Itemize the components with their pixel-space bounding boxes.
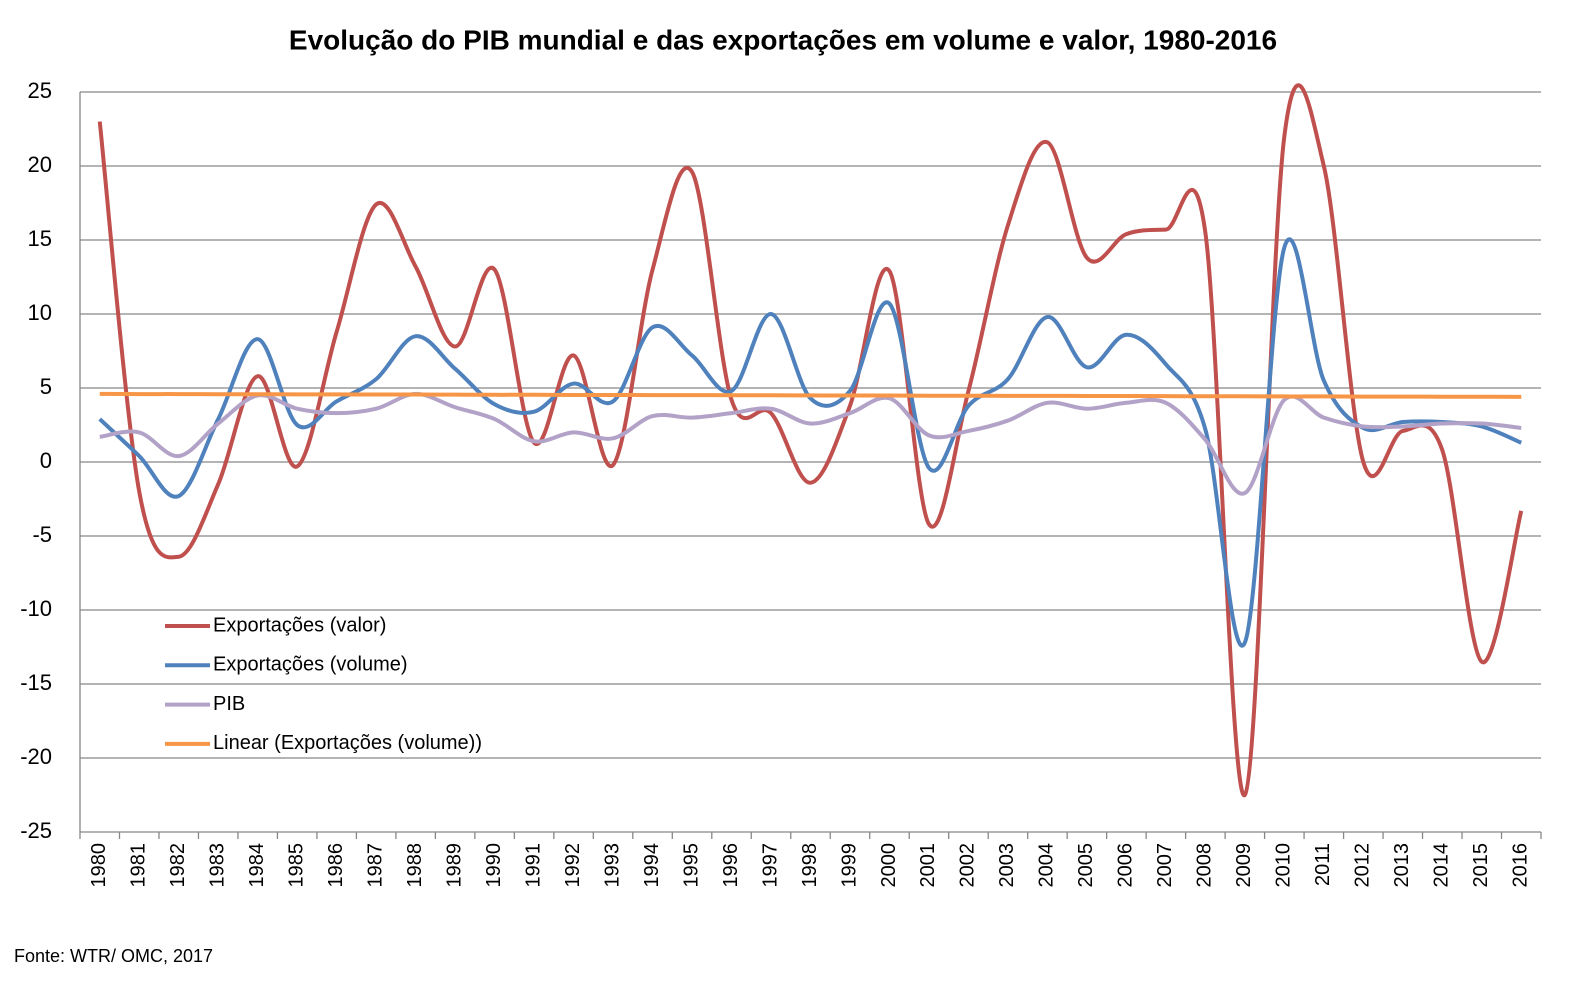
x-tick-label: 2001: [917, 843, 939, 888]
x-tick-label: 1998: [799, 843, 821, 888]
series-line: [99, 391, 1522, 399]
x-tick-label: 1982: [167, 843, 189, 888]
x-tick-label: 1981: [128, 843, 150, 888]
y-tick-label: 15: [28, 226, 52, 251]
legend-label: Linear (Exportações (volume)): [213, 732, 482, 754]
y-tick-label: 0: [40, 448, 52, 473]
y-tick-label: 10: [28, 300, 52, 325]
y-tick-label: -10: [20, 596, 52, 621]
y-tick-label: -5: [32, 522, 52, 547]
y-tick-label: -15: [20, 670, 52, 695]
x-tick-label: 1993: [601, 843, 623, 888]
y-tick-label: 25: [28, 78, 52, 103]
x-tick-label: 2000: [878, 843, 900, 888]
x-tick-label: 2015: [1470, 843, 1492, 888]
x-tick-label: 1988: [404, 843, 426, 888]
y-tick-label: -20: [20, 744, 52, 769]
x-tick-label: 1992: [562, 843, 584, 888]
y-tick-label: -25: [20, 818, 52, 843]
x-tick-label: 2007: [1154, 843, 1176, 888]
x-tick-label: 1986: [325, 843, 347, 888]
x-tick-label: 2013: [1391, 843, 1413, 888]
x-tick-label: 2005: [1075, 843, 1097, 888]
x-tick-label: 2014: [1431, 843, 1453, 888]
x-tick-label: 2016: [1510, 843, 1532, 888]
x-tick-label: 1984: [246, 843, 268, 888]
x-tick-label: 1983: [206, 843, 228, 888]
series-line: [99, 391, 1522, 496]
x-tick-label: 2002: [957, 843, 979, 888]
x-tick-label: 1990: [483, 843, 505, 888]
x-tick-label: 1996: [720, 843, 742, 888]
y-tick-label: 20: [28, 152, 52, 177]
y-tick-label: 5: [40, 374, 52, 399]
x-tick-label: 1989: [443, 843, 465, 888]
x-tick-label: 2011: [1312, 843, 1334, 886]
x-tick-label: 2006: [1115, 843, 1137, 888]
x-tick-label: 2010: [1273, 843, 1295, 888]
x-tick-label: 1997: [759, 843, 781, 888]
x-tick-label: 1987: [364, 843, 386, 888]
x-tick-label: 2009: [1233, 843, 1255, 888]
x-tick-label: 2008: [1194, 843, 1216, 888]
source-note: Fonte: WTR/ OMC, 2017: [14, 946, 213, 966]
x-tick-label: 2003: [996, 843, 1018, 888]
x-tick-label: 1994: [641, 843, 663, 888]
legend-label: PIB: [213, 693, 245, 715]
x-tick-label: 1980: [88, 843, 110, 888]
x-tick-label: 2004: [1036, 843, 1058, 888]
x-tick-label: 1999: [838, 843, 860, 888]
x-tick-label: 1995: [680, 843, 702, 888]
legend-label: Exportações (valor): [213, 614, 386, 636]
x-tick-label: 1985: [285, 843, 307, 888]
x-tick-label: 1991: [522, 843, 544, 888]
legend-label: Exportações (volume): [213, 654, 408, 676]
chart-title: Evolução do PIB mundial e das exportaçõe…: [289, 24, 1277, 55]
x-tick-label: 2012: [1352, 843, 1374, 888]
